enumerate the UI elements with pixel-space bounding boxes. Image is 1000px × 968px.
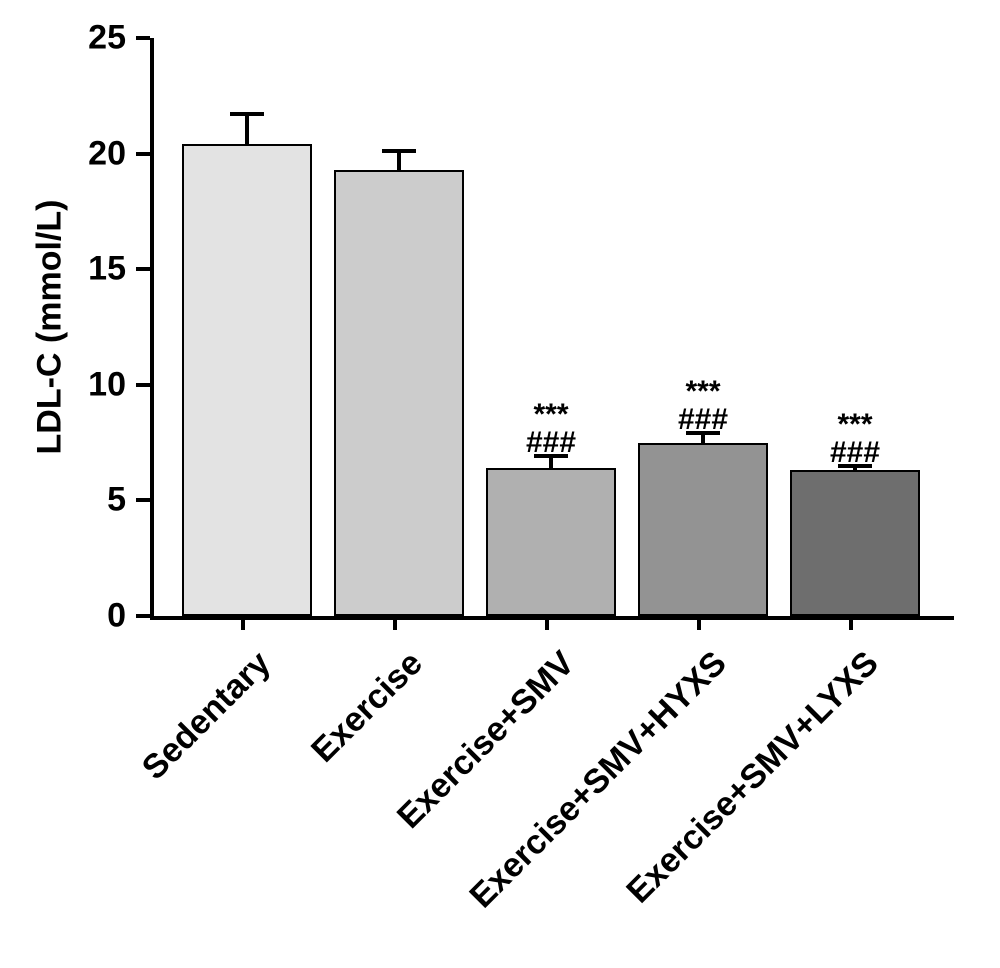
y-axis-label: LDL-C (mmol/L) bbox=[31, 200, 70, 455]
x-tick bbox=[545, 616, 549, 630]
error-cap bbox=[382, 149, 416, 153]
x-tick bbox=[393, 616, 397, 630]
y-tick bbox=[136, 36, 150, 40]
x-tick-label: Exercise+SMV+LYXS bbox=[576, 644, 886, 954]
y-tick bbox=[136, 614, 150, 618]
x-tick-label: Exercise+SMV bbox=[272, 644, 582, 954]
y-tick-label: 25 bbox=[0, 19, 126, 58]
x-tick-label: Exercise+SMV+HYXS bbox=[424, 644, 734, 954]
error-bar bbox=[245, 114, 249, 144]
error-cap bbox=[230, 112, 264, 116]
bar bbox=[486, 468, 616, 616]
x-tick bbox=[697, 616, 701, 630]
bar bbox=[790, 470, 920, 616]
ldl-c-bar-chart: ***###***###***### LDL-C (mmol/L) 0 5 10 15… bbox=[0, 0, 1000, 968]
error-bar bbox=[397, 151, 401, 169]
significance-hashes: ### bbox=[526, 428, 576, 458]
y-tick-label: 15 bbox=[0, 250, 126, 289]
x-tick bbox=[849, 616, 853, 630]
y-tick bbox=[136, 498, 150, 502]
y-tick-label: 0 bbox=[0, 597, 126, 636]
bar bbox=[638, 443, 768, 616]
y-tick-label: 10 bbox=[0, 365, 126, 404]
y-tick bbox=[136, 267, 150, 271]
bar bbox=[334, 170, 464, 616]
x-tick bbox=[241, 616, 245, 630]
y-tick-label: 5 bbox=[0, 481, 126, 520]
significance-hashes: ### bbox=[678, 405, 728, 435]
plot-area: ***###***###***### bbox=[150, 38, 954, 620]
bar bbox=[182, 144, 312, 616]
y-tick bbox=[136, 383, 150, 387]
y-tick bbox=[136, 152, 150, 156]
y-tick-label: 20 bbox=[0, 134, 126, 173]
x-tick-label: Exercise bbox=[120, 644, 430, 954]
significance-hashes: ### bbox=[830, 438, 880, 468]
